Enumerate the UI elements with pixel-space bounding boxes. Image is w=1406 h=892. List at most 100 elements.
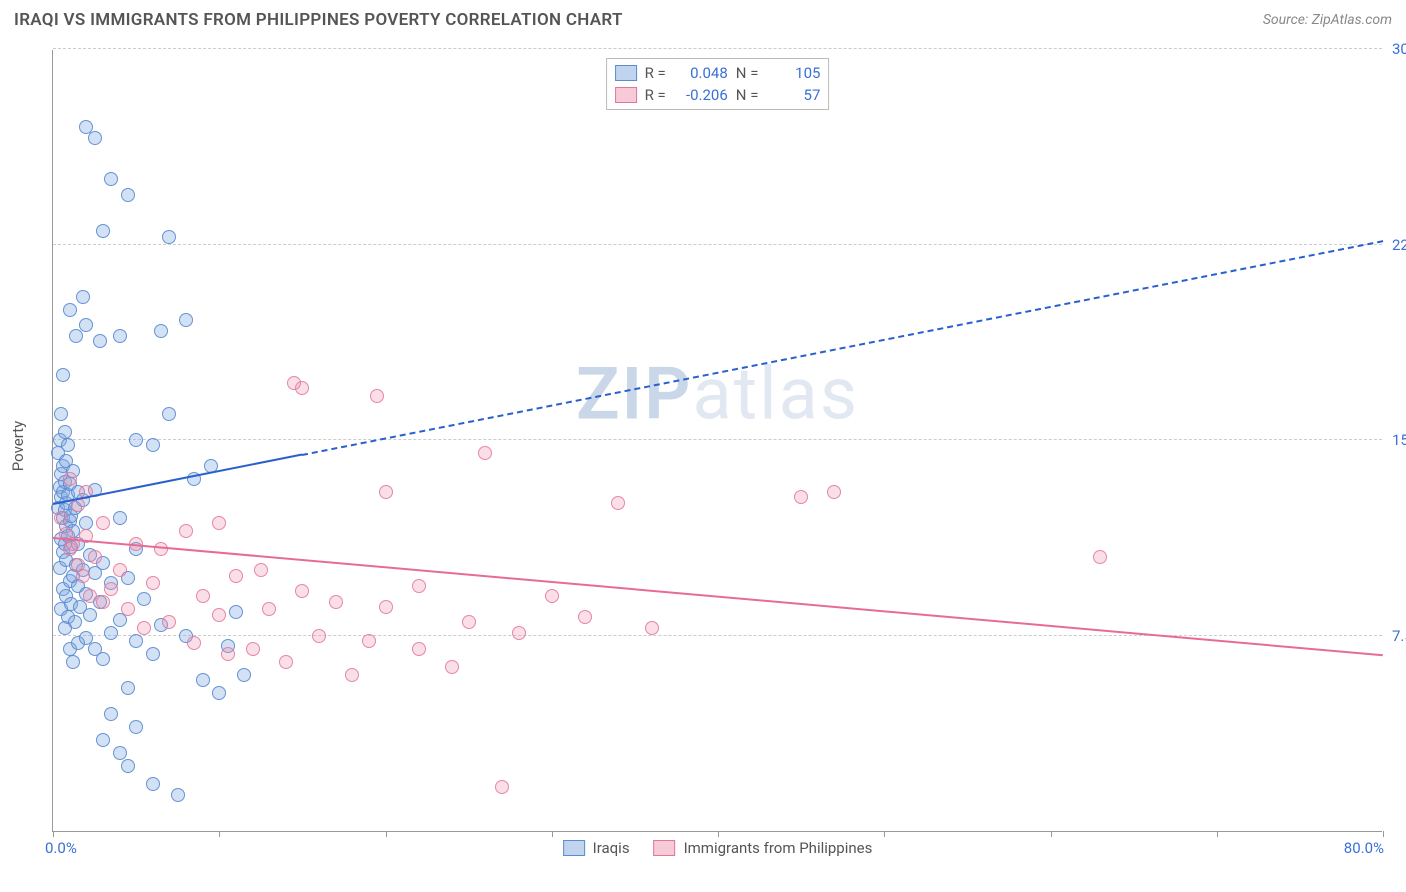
data-point (79, 516, 93, 530)
data-point (827, 485, 841, 499)
data-point (63, 303, 77, 317)
data-point (171, 788, 185, 802)
data-point (187, 636, 201, 650)
gridline (53, 439, 1382, 440)
data-point (794, 490, 808, 504)
data-point (66, 655, 80, 669)
data-point (61, 438, 75, 452)
data-point (545, 589, 559, 603)
x-axis-min-label: 0.0% (45, 839, 77, 857)
swatch-blue-icon (615, 65, 637, 81)
data-point (162, 615, 176, 629)
data-point (196, 673, 210, 687)
x-tick (53, 831, 54, 837)
data-point (137, 621, 151, 635)
legend-label-1: Iraqis (593, 839, 630, 857)
x-tick (1217, 831, 1218, 837)
data-point (478, 446, 492, 460)
y-tick-label: 30.0% (1384, 40, 1406, 58)
data-point (121, 602, 135, 616)
bottom-legend: Iraqis Immigrants from Philippines (563, 839, 873, 857)
data-point (196, 589, 210, 603)
watermark: ZIPatlas (576, 351, 859, 436)
data-point (83, 608, 97, 622)
watermark-rest: atlas (692, 351, 859, 436)
data-point (54, 511, 68, 525)
data-point (79, 120, 93, 134)
data-point (96, 516, 110, 530)
data-point (104, 707, 118, 721)
data-point (462, 615, 476, 629)
data-point (58, 425, 72, 439)
gridline (53, 635, 1382, 636)
data-point (445, 660, 459, 674)
legend-label-2: Immigrants from Philippines (684, 839, 873, 857)
data-point (113, 746, 127, 760)
data-point (88, 550, 102, 564)
data-point (96, 595, 110, 609)
data-point (146, 647, 160, 661)
x-tick (552, 831, 553, 837)
data-point (312, 629, 326, 643)
data-point (229, 569, 243, 583)
y-tick-label: 22.5% (1384, 236, 1406, 254)
n-label-1: N = (736, 64, 759, 82)
data-point (221, 647, 235, 661)
source-label: Source: ZipAtlas.com (1263, 12, 1392, 28)
stats-legend: R = 0.048 N = 105 R = -0.206 N = 57 (606, 58, 830, 110)
data-point (262, 602, 276, 616)
gridline (53, 48, 1382, 49)
chart-title: IRAQI VS IMMIGRANTS FROM PHILIPPINES POV… (14, 10, 623, 30)
data-point (113, 563, 127, 577)
data-point (137, 592, 151, 606)
data-point (1093, 550, 1107, 564)
data-point (212, 686, 226, 700)
swatch-pink-icon (615, 87, 637, 103)
header: IRAQI VS IMMIGRANTS FROM PHILIPPINES POV… (0, 0, 1406, 38)
data-point (104, 582, 118, 596)
data-point (96, 652, 110, 666)
data-point (412, 642, 426, 656)
data-point (104, 626, 118, 640)
x-axis-max-label: 80.0% (1344, 839, 1384, 857)
data-point (162, 407, 176, 421)
data-point (362, 634, 376, 648)
data-point (162, 230, 176, 244)
x-tick (718, 831, 719, 837)
data-point (121, 681, 135, 695)
data-point (68, 615, 82, 629)
data-point (578, 610, 592, 624)
data-point (229, 605, 243, 619)
data-point (212, 516, 226, 530)
r-value-2: -0.206 (674, 86, 728, 104)
trend-line (302, 240, 1383, 456)
data-point (54, 407, 68, 421)
n-value-2: 57 (766, 86, 820, 104)
r-value-1: 0.048 (674, 64, 728, 82)
watermark-bold: ZIP (576, 351, 692, 436)
data-point (63, 472, 77, 486)
data-point (179, 313, 193, 327)
data-point (113, 511, 127, 525)
data-point (279, 655, 293, 669)
data-point (379, 485, 393, 499)
data-point (129, 433, 143, 447)
stats-row-1: R = 0.048 N = 105 (615, 62, 821, 84)
legend-swatch-pink-icon (654, 840, 676, 856)
data-point (113, 329, 127, 343)
legend-swatch-blue-icon (563, 840, 585, 856)
data-point (146, 438, 160, 452)
data-point (76, 569, 90, 583)
x-tick (386, 831, 387, 837)
data-point (237, 668, 251, 682)
data-point (154, 542, 168, 556)
x-tick (1383, 831, 1384, 837)
data-point (379, 600, 393, 614)
data-point (254, 563, 268, 577)
legend-item-1: Iraqis (563, 839, 630, 857)
data-point (96, 733, 110, 747)
gridline (53, 244, 1382, 245)
stats-row-2: R = -0.206 N = 57 (615, 84, 821, 106)
n-label-2: N = (736, 86, 759, 104)
y-tick-label: 7.5% (1384, 627, 1406, 645)
